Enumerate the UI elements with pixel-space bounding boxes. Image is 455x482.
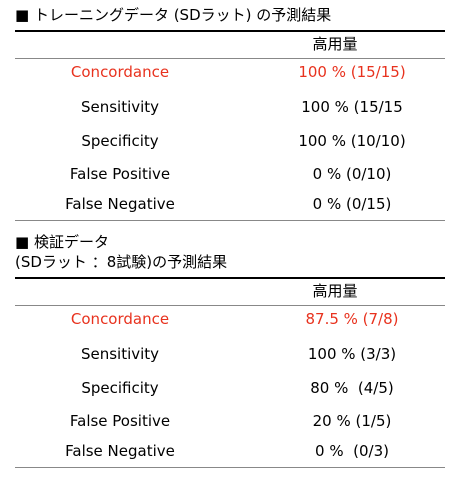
row-label: Concordance	[70, 310, 170, 328]
row-value: 100 % (15/15)	[298, 63, 406, 81]
row-label: False Positive	[69, 412, 171, 430]
row-label: Concordance	[70, 63, 170, 81]
row-label: False Negative	[65, 195, 175, 213]
table-bottom-rule	[15, 467, 445, 468]
row-label: False Positive	[69, 165, 171, 183]
section-title: ■ 検証データ	[15, 233, 109, 251]
row-value: 100 % (10/10)	[298, 132, 406, 150]
row-label: False Negative	[65, 442, 175, 460]
table-top-rule	[15, 30, 445, 32]
row-label: Specificity	[81, 379, 159, 397]
column-header: 高用量	[312, 282, 358, 300]
row-label: Sensitivity	[80, 345, 160, 363]
row-value: 20 % (1/5)	[312, 412, 392, 430]
section-title: ■ トレーニングデータ (SDラット) の予測結果	[15, 6, 332, 24]
row-label: Sensitivity	[80, 98, 160, 116]
row-value: 0 % (0/10)	[312, 165, 392, 183]
section-title: (SDラット ：8試験)の予測結果	[15, 253, 228, 271]
table-top-rule	[15, 277, 445, 279]
row-value: 80 % (4/5)	[310, 379, 394, 397]
row-value: 100 % (15/15	[301, 98, 403, 116]
row-value: 0 % (0/15)	[312, 195, 392, 213]
header-rule	[15, 305, 445, 306]
column-header: 高用量	[312, 35, 358, 53]
row-value: 87.5 % (7/8)	[305, 310, 399, 328]
row-value: 0 % (0/3)	[315, 442, 389, 460]
header-rule	[15, 58, 445, 59]
table-bottom-rule	[15, 220, 445, 221]
row-label: Specificity	[81, 132, 159, 150]
row-value: 100 % (3/3)	[307, 345, 397, 363]
